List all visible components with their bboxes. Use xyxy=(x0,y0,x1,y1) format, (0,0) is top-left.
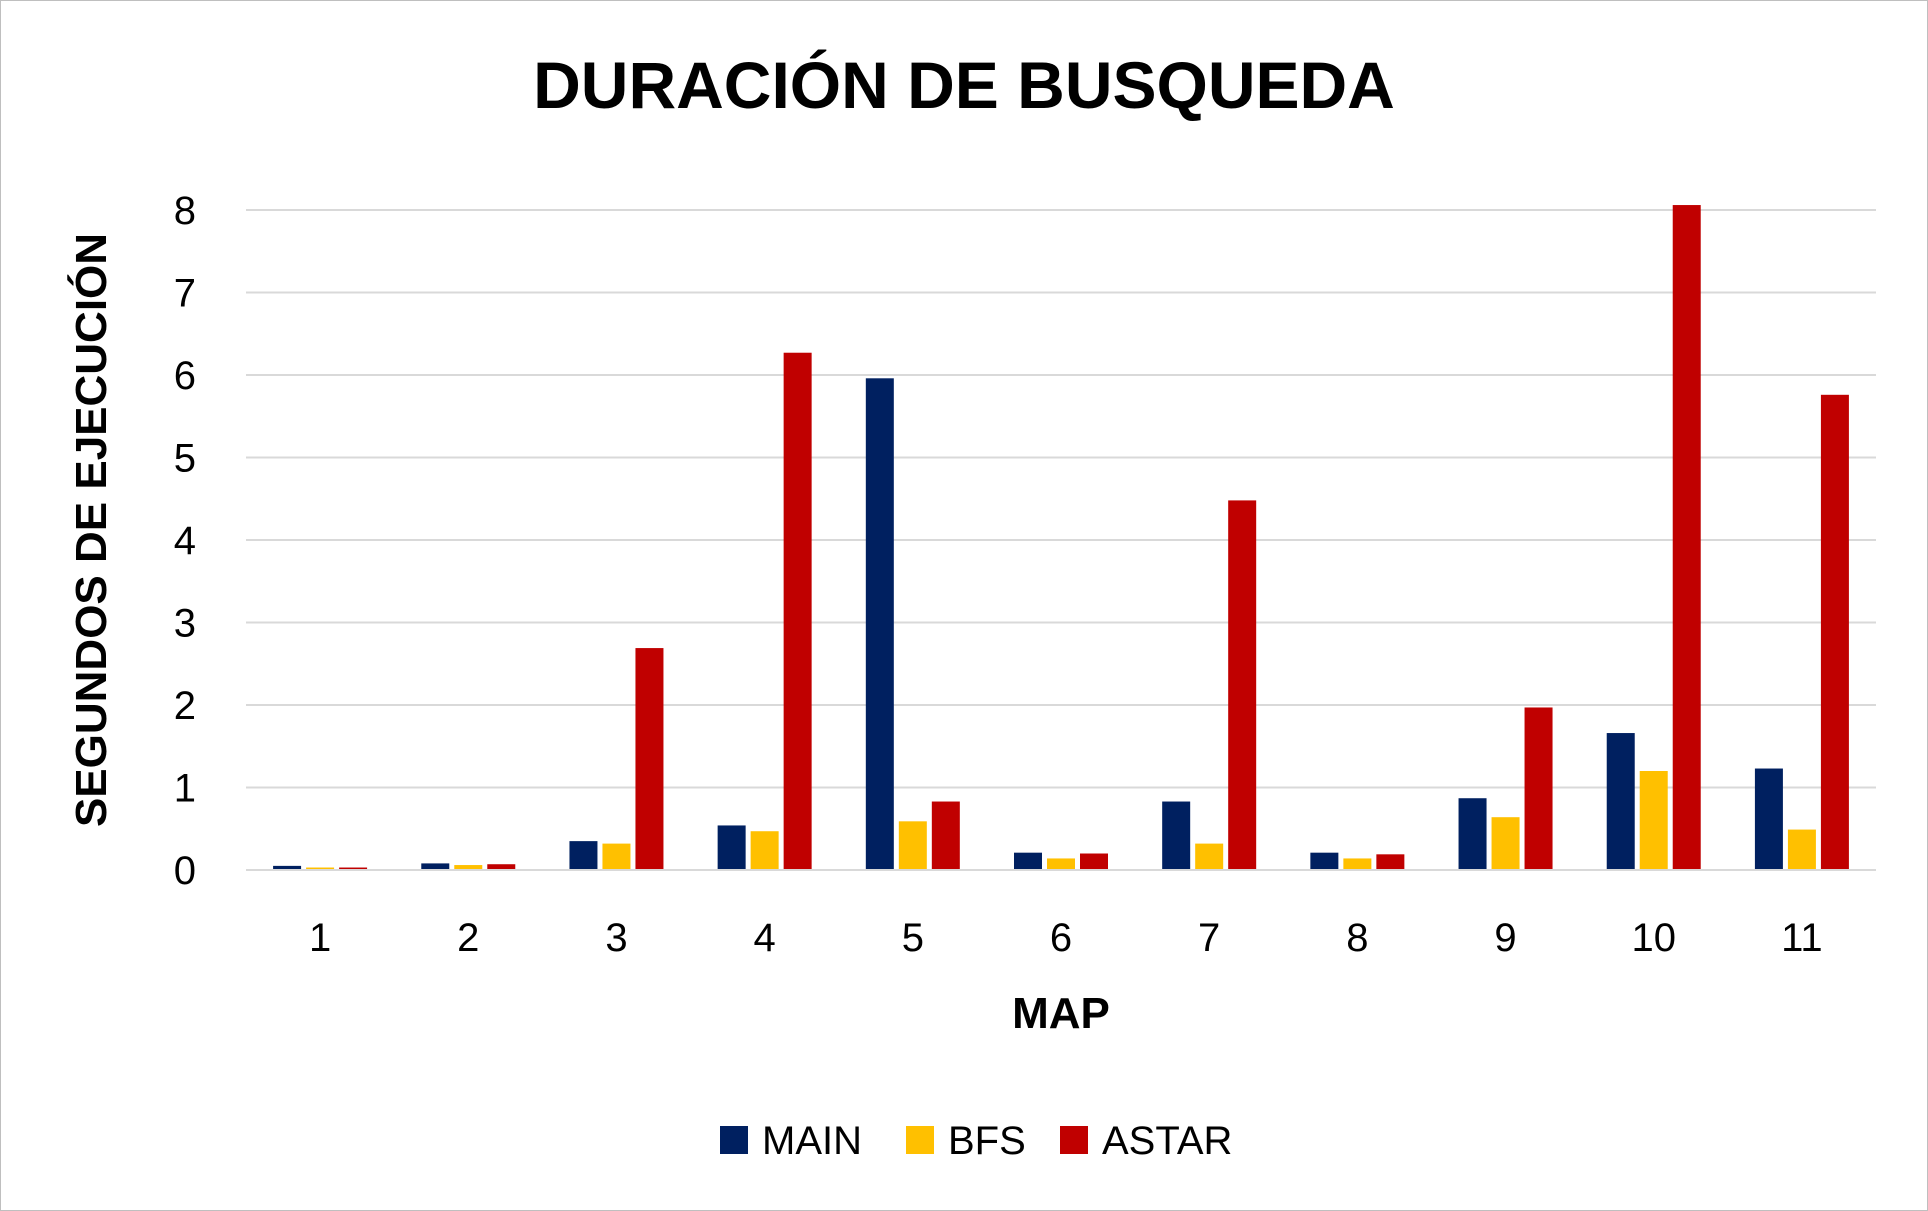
bar-astar-map-7 xyxy=(1228,500,1257,870)
bar-main-map-8 xyxy=(1310,852,1339,870)
x-tick-label: 5 xyxy=(902,916,924,960)
bar-main-map-9 xyxy=(1458,798,1487,870)
bar-bfs-map-4 xyxy=(750,831,779,870)
y-tick-label: 8 xyxy=(174,189,196,233)
x-axis-title: MAP xyxy=(1012,989,1110,1038)
bar-astar-map-10 xyxy=(1672,205,1701,871)
y-tick-label: 0 xyxy=(174,849,196,893)
bar-astar-map-8 xyxy=(1376,854,1405,870)
y-tick-label: 4 xyxy=(174,519,196,563)
bars xyxy=(273,205,1849,871)
bar-bfs-map-9 xyxy=(1491,817,1520,870)
bar-main-map-3 xyxy=(569,841,598,870)
bar-bfs-map-6 xyxy=(1047,858,1075,870)
bar-astar-map-3 xyxy=(635,648,664,870)
y-tick-label: 2 xyxy=(174,684,196,728)
legend-label-main: MAIN xyxy=(762,1119,862,1163)
x-tick-label: 10 xyxy=(1631,916,1676,960)
bar-astar-map-2 xyxy=(487,864,516,870)
x-tick-label: 2 xyxy=(457,916,479,960)
legend-swatch-astar xyxy=(1060,1126,1088,1154)
legend-swatch-bfs xyxy=(906,1126,934,1154)
y-tick-label: 3 xyxy=(174,602,196,646)
x-tick-label: 3 xyxy=(605,916,627,960)
bar-bfs-map-7 xyxy=(1195,843,1224,870)
y-tick-label: 5 xyxy=(174,437,196,481)
legend-label-astar: ASTAR xyxy=(1102,1119,1232,1163)
x-tick-label: 6 xyxy=(1050,916,1072,960)
legend-label-bfs: BFS xyxy=(948,1119,1026,1163)
y-tick-label: 6 xyxy=(174,354,196,398)
y-axis-title: SEGUNDOS DE EJECUCIÓN xyxy=(66,233,116,827)
bar-main-map-4 xyxy=(717,825,746,870)
bar-main-map-6 xyxy=(1014,852,1042,870)
x-tick-label: 8 xyxy=(1346,916,1368,960)
x-tick-label: 1 xyxy=(309,916,331,960)
bar-main-map-7 xyxy=(1162,801,1191,870)
y-tick-label: 7 xyxy=(174,272,196,316)
bar-main-map-11 xyxy=(1754,768,1783,870)
bar-main-map-10 xyxy=(1606,733,1635,870)
x-tick-label: 11 xyxy=(1781,916,1823,960)
bar-bfs-map-5 xyxy=(898,821,927,870)
gridlines xyxy=(246,209,1876,789)
bar-bfs-map-1 xyxy=(306,867,335,870)
bar-bfs-map-8 xyxy=(1343,858,1372,870)
x-tick-labels: 1 2 3 4 5 6 7 8 9 10 11 xyxy=(309,916,1823,960)
legend-swatch-main xyxy=(720,1126,748,1154)
bar-astar-map-1 xyxy=(339,867,368,870)
bar-astar-map-5 xyxy=(931,801,960,870)
y-tick-labels: 0 1 2 3 4 5 6 7 8 xyxy=(174,189,196,893)
bar-bfs-map-11 xyxy=(1787,829,1816,870)
x-tick-label: 4 xyxy=(754,916,776,960)
bar-main-map-1 xyxy=(273,865,302,870)
bar-main-map-2 xyxy=(421,863,450,870)
bar-bfs-map-3 xyxy=(602,843,631,870)
bar-astar-map-9 xyxy=(1524,707,1553,870)
legend: MAIN BFS ASTAR xyxy=(720,1119,1232,1163)
y-tick-label: 1 xyxy=(174,767,196,811)
bar-bfs-map-10 xyxy=(1639,771,1668,870)
bar-astar-map-11 xyxy=(1820,394,1849,870)
bar-bfs-map-2 xyxy=(454,865,483,870)
x-tick-label: 7 xyxy=(1198,916,1220,960)
x-tick-label: 9 xyxy=(1494,916,1516,960)
bar-astar-map-6 xyxy=(1080,853,1108,870)
bar-astar-map-4 xyxy=(783,352,812,871)
bar-main-map-5 xyxy=(865,378,894,870)
chart-title: DURACIÓN DE BUSQUEDA xyxy=(533,48,1395,122)
